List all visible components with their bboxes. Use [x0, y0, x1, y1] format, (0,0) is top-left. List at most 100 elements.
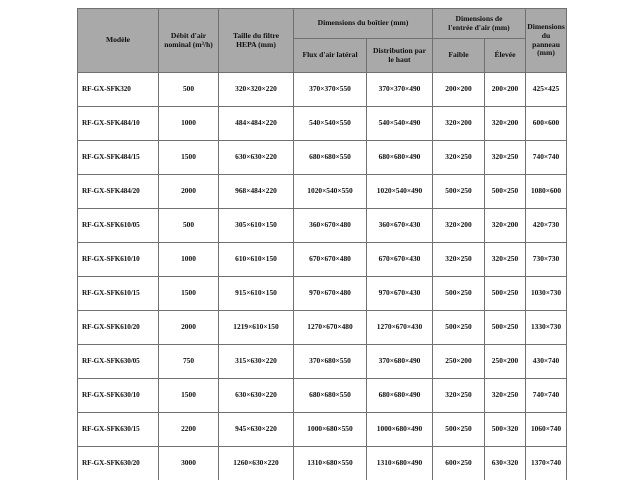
- cell-panel: 1080×600: [525, 174, 567, 209]
- cell-filter-size: 484×484×220: [218, 106, 294, 141]
- cell-cabinet-lateral: 360×670×480: [293, 208, 367, 243]
- cell-cabinet-top: 540×540×490: [366, 106, 433, 141]
- cell-cabinet-lateral: 1310×680×550: [293, 446, 367, 480]
- cell-inlet-high: 630×320: [484, 446, 526, 480]
- cell-model: RF-GX-SFK630/15: [77, 412, 159, 447]
- cell-inlet-high: 320×200: [484, 106, 526, 141]
- cell-filter-size: 320×320×220: [218, 72, 294, 107]
- cell-filter-size: 915×610×150: [218, 276, 294, 311]
- cell-inlet-low: 500×250: [432, 174, 485, 209]
- cell-inlet-low: 320×250: [432, 378, 485, 413]
- cell-inlet-low: 500×250: [432, 276, 485, 311]
- table-row: RF-GX-SFK484/20 2000 968×484×220 1020×54…: [77, 174, 567, 209]
- table-row: RF-GX-SFK630/15 2200 945×630×220 1000×68…: [77, 412, 567, 447]
- cell-inlet-high: 320×250: [484, 378, 526, 413]
- column-header-panel-line1: Dimensions: [527, 22, 565, 32]
- cell-panel: 425×425: [525, 72, 567, 107]
- column-header-filter-size: Taille du filtre HEPA (mm): [218, 8, 294, 73]
- cell-cabinet-top: 680×680×490: [366, 378, 433, 413]
- cell-panel: 740×740: [525, 140, 567, 175]
- table-row: RF-GX-SFK630/10 1500 630×630×220 680×680…: [77, 378, 567, 413]
- specifications-table: Modèle Débit d'air nominal (m³/h) Taille…: [77, 8, 567, 480]
- cell-inlet-high: 320×250: [484, 140, 526, 175]
- table-row: RF-GX-SFK484/15 1500 630×630×220 680×680…: [77, 140, 567, 175]
- cell-airflow: 1500: [158, 276, 219, 311]
- cell-cabinet-top: 1270×670×430: [366, 310, 433, 345]
- column-header-panel-line3: (mm): [537, 48, 555, 58]
- column-group-header-cabinet-dimensions: Dimensions du boîtier (mm): [293, 8, 433, 39]
- cell-inlet-low: 320×200: [432, 106, 485, 141]
- column-header-top-distribution: Distribution par le haut: [366, 38, 433, 73]
- column-header-airflow-line2: nominal (m³/h): [164, 39, 213, 49]
- cell-model: RF-GX-SFK610/05: [77, 208, 159, 243]
- column-header-filter-size-line2: HEPA (mm): [236, 39, 276, 49]
- cell-inlet-low: 320×250: [432, 140, 485, 175]
- cell-cabinet-lateral: 540×540×550: [293, 106, 367, 141]
- cell-model: RF-GX-SFK610/15: [77, 276, 159, 311]
- cell-filter-size: 610×610×150: [218, 242, 294, 277]
- cell-inlet-high: 500×250: [484, 174, 526, 209]
- cell-model: RF-GX-SFK630/05: [77, 344, 159, 379]
- table-header: Modèle Débit d'air nominal (m³/h) Taille…: [77, 8, 567, 73]
- table-row: RF-GX-SFK610/20 2000 1219×610×150 1270×6…: [77, 310, 567, 345]
- table-row: RF-GX-SFK610/10 1000 610×610×150 670×670…: [77, 242, 567, 277]
- column-header-panel-dimensions: Dimensions du panneau (mm): [525, 8, 567, 73]
- cell-inlet-low: 500×250: [432, 310, 485, 345]
- cell-cabinet-lateral: 370×680×550: [293, 344, 367, 379]
- cell-panel: 600×600: [525, 106, 567, 141]
- table-row: RF-GX-SFK610/15 1500 915×610×150 970×670…: [77, 276, 567, 311]
- cell-model: RF-GX-SFK630/20: [77, 446, 159, 480]
- cell-airflow: 1500: [158, 378, 219, 413]
- cell-model: RF-GX-SFK610/20: [77, 310, 159, 345]
- column-header-model: Modèle: [77, 8, 159, 73]
- table-row: RF-GX-SFK320 500 320×320×220 370×370×550…: [77, 72, 567, 107]
- cell-panel: 740×740: [525, 378, 567, 413]
- cell-panel: 1060×740: [525, 412, 567, 447]
- column-header-top-distribution-line1: Distribution par: [373, 45, 426, 55]
- cell-panel: 730×730: [525, 242, 567, 277]
- cell-inlet-low: 250×200: [432, 344, 485, 379]
- column-group-header-inlet-dimensions: Dimensions de l'entrée d'air (mm): [432, 8, 526, 39]
- cell-panel: 420×730: [525, 208, 567, 243]
- cell-cabinet-top: 360×670×430: [366, 208, 433, 243]
- cell-inlet-high: 200×200: [484, 72, 526, 107]
- cell-inlet-low: 320×250: [432, 242, 485, 277]
- cell-panel: 430×740: [525, 344, 567, 379]
- table-row: RF-GX-SFK630/05 750 315×630×220 370×680×…: [77, 344, 567, 379]
- cell-filter-size: 1219×610×150: [218, 310, 294, 345]
- cell-inlet-high: 500×250: [484, 276, 526, 311]
- cell-cabinet-lateral: 680×680×550: [293, 378, 367, 413]
- cell-inlet-high: 500×250: [484, 310, 526, 345]
- cell-model: RF-GX-SFK610/10: [77, 242, 159, 277]
- cell-cabinet-top: 370×370×490: [366, 72, 433, 107]
- cell-cabinet-top: 670×670×430: [366, 242, 433, 277]
- cell-airflow: 1000: [158, 106, 219, 141]
- cell-airflow: 1500: [158, 140, 219, 175]
- cell-airflow: 750: [158, 344, 219, 379]
- column-header-airflow-line1: Débit d'air: [170, 30, 207, 40]
- cell-cabinet-top: 1310×680×490: [366, 446, 433, 480]
- cell-filter-size: 630×630×220: [218, 378, 294, 413]
- cell-airflow: 3000: [158, 446, 219, 480]
- cell-cabinet-lateral: 1000×680×550: [293, 412, 367, 447]
- cell-model: RF-GX-SFK484/15: [77, 140, 159, 175]
- cell-inlet-high: 250×200: [484, 344, 526, 379]
- column-header-inlet-high: Élevée: [484, 38, 526, 73]
- cell-cabinet-lateral: 1270×670×480: [293, 310, 367, 345]
- column-group-header-inlet-line1: Dimensions de: [455, 13, 503, 23]
- cell-cabinet-lateral: 670×670×480: [293, 242, 367, 277]
- cell-cabinet-lateral: 680×680×550: [293, 140, 367, 175]
- cell-filter-size: 630×630×220: [218, 140, 294, 175]
- cell-inlet-low: 500×250: [432, 412, 485, 447]
- cell-panel: 1330×730: [525, 310, 567, 345]
- column-header-lateral-airflow: Flux d'air latéral: [293, 38, 367, 73]
- cell-filter-size: 315×630×220: [218, 344, 294, 379]
- column-header-inlet-low: Faible: [432, 38, 485, 73]
- cell-inlet-low: 320×200: [432, 208, 485, 243]
- cell-inlet-high: 320×200: [484, 208, 526, 243]
- cell-airflow: 1000: [158, 242, 219, 277]
- cell-model: RF-GX-SFK484/10: [77, 106, 159, 141]
- cell-airflow: 2000: [158, 310, 219, 345]
- cell-panel: 1370×740: [525, 446, 567, 480]
- cell-cabinet-top: 1000×680×490: [366, 412, 433, 447]
